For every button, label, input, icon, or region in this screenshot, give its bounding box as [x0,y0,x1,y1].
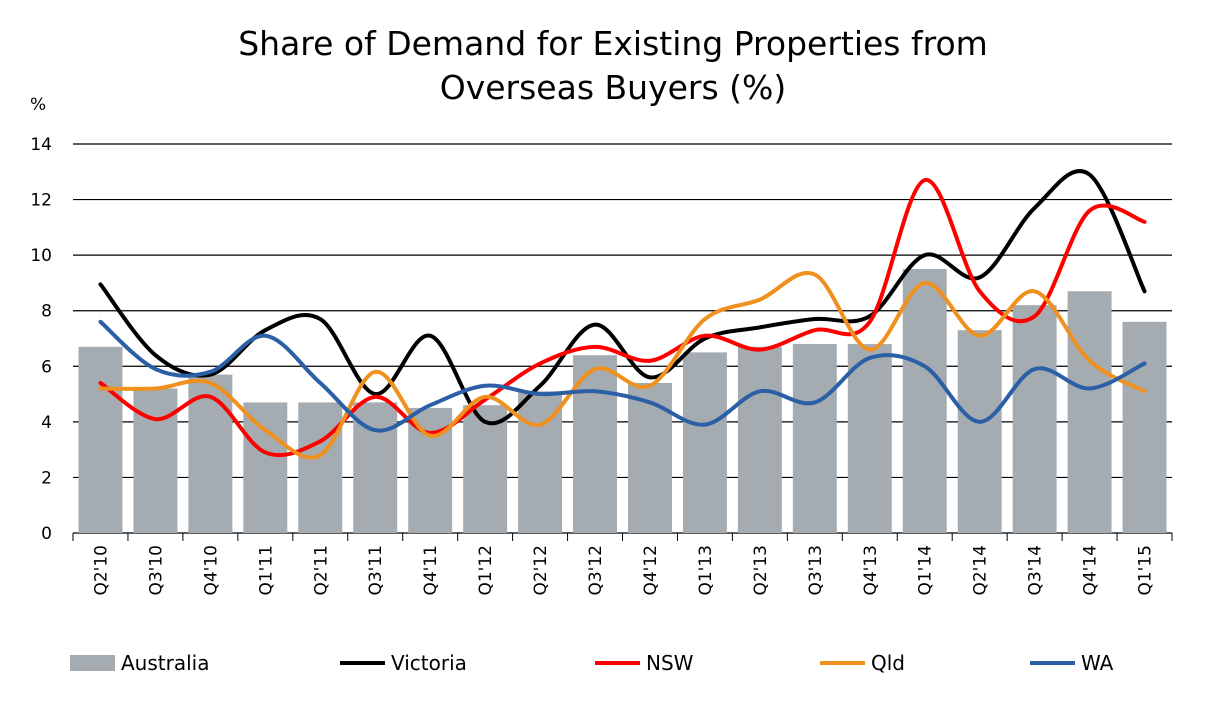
bar-australia [627,382,672,533]
y-tick-label: 6 [41,357,52,377]
chart-title: Share of Demand for Existing Properties … [0,22,1226,110]
bar-australia [188,374,233,533]
y-tick-label: 2 [41,468,52,488]
title-line-1: Share of Demand for Existing Properties … [238,24,988,63]
legend-label-australia: Australia [121,651,209,675]
x-tick-label: Q3'13 [806,545,826,596]
x-tick-label: Q1'15 [1136,545,1156,596]
bar-australia [1067,291,1112,533]
legend-label-nsw: NSW [646,651,694,675]
bar-australia [682,352,727,533]
y-axis-label: % [30,95,46,115]
bar-australia [792,344,837,533]
x-tick-label: Q2'12 [531,545,551,596]
bar-australia [133,388,178,533]
line-wa [98,319,1147,433]
x-tick-label: Q4'11 [421,545,441,596]
x-tick-label: Q2'11 [311,545,331,596]
x-tick-label: Q1'13 [696,545,716,596]
y-tick-label: 10 [30,246,52,266]
x-tick-label: Q4'10 [201,545,221,596]
x-tick-label: Q4'14 [1081,545,1101,596]
legend-label-qld: Qld [871,651,905,675]
bar-australia [78,346,123,533]
y-tick-label: 12 [30,191,52,211]
y-tick-label: 14 [30,135,52,155]
line-qld [98,271,1147,460]
bar-australia [737,346,782,533]
x-tick-label: Q3'10 [146,545,166,596]
legend-label-wa: WA [1081,651,1114,675]
bar-australia [463,405,508,533]
x-tick-label: Q1'12 [476,545,496,596]
bar-australia [847,344,892,533]
y-tick-label: 4 [41,413,52,433]
bar-australia [298,402,343,533]
line-victoria [98,169,1147,426]
y-tick-label: 8 [41,302,52,322]
x-tick-label: Q2'13 [751,545,771,596]
bar-australia [573,355,618,533]
x-tick-label: Q3'14 [1026,545,1046,596]
bar-australia [902,269,947,533]
legend-label-victoria: Victoria [391,651,467,675]
y-tick-label: 0 [41,524,52,544]
x-tick-label: Q1'14 [916,545,936,596]
x-tick-label: Q3'11 [366,545,386,596]
x-tick-label: Q1'11 [256,545,276,596]
bar-australia [243,402,288,533]
x-tick-label: Q2'10 [91,545,111,596]
x-tick-label: Q4'12 [641,545,661,596]
bar-australia [1012,305,1057,533]
title-line-2: Overseas Buyers (%) [439,68,787,107]
x-tick-label: Q4'13 [861,545,881,596]
bar-australia [1122,321,1167,533]
x-tick-label: Q3'12 [586,545,606,596]
legend-swatch-australia [70,655,115,671]
bar-australia [957,330,1002,533]
x-tick-label: Q2'14 [971,545,991,596]
line-nsw [98,178,1147,458]
